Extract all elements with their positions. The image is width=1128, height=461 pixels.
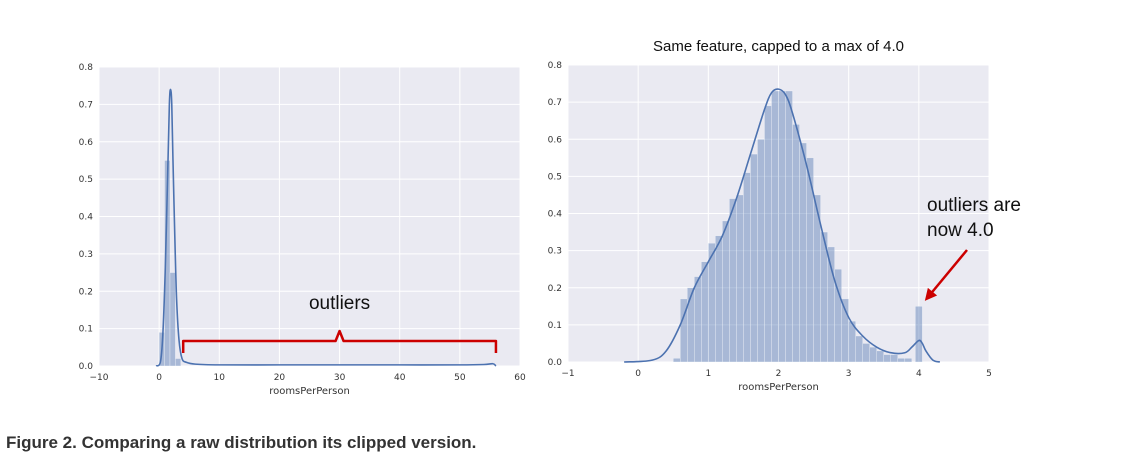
outliers-brace [181, 329, 498, 353]
y-tick-label: 0.0 [548, 358, 563, 368]
histogram-bar [876, 350, 885, 363]
histogram-bar [915, 306, 923, 363]
histogram-bar [687, 287, 695, 363]
histogram-bar [764, 105, 772, 363]
x-tick-label: 3 [846, 369, 852, 379]
y-tick-label: 0.4 [548, 210, 563, 220]
y-tick-label: 0.3 [548, 247, 562, 257]
x-tick-label: 4 [916, 369, 922, 379]
capped-distribution-chart: −1 0 1 2 3 4 5 0.0 0.1 0.2 0.3 0.4 0.5 0.6 0.7 0.8 rooms… [548, 38, 1021, 393]
x-tick-label: 40 [394, 373, 406, 383]
outliers-annotation-line: outliers are [927, 195, 1021, 216]
outliers-annotation-line: now 4.0 [927, 220, 994, 241]
histogram-bar [673, 358, 681, 363]
y-tick-label: 0.2 [79, 287, 93, 297]
y-tick-label: 0.4 [79, 213, 94, 223]
x-tick-label: 0 [156, 373, 162, 383]
annotation-arrow-shaft [928, 249, 968, 296]
histogram-bar [757, 139, 765, 363]
histogram-bar [904, 358, 913, 363]
x-tick-label: −1 [561, 369, 574, 379]
histogram-bar [694, 276, 702, 363]
x-tick-label: 50 [454, 373, 466, 383]
raw-distribution-chart: −10 0 10 20 30 40 50 60 0.0 0.1 0.2 0.3 0.4 0.5 0.6 0.7… [79, 63, 526, 397]
chart-title: Same feature, capped to a max of 4.0 [653, 38, 904, 55]
y-tick-label: 0.5 [79, 175, 93, 185]
histogram-bar [771, 90, 779, 363]
y-tick-label: 0.7 [548, 98, 562, 108]
outliers-annotation: outliers [309, 293, 370, 314]
y-tick-label: 0.6 [548, 135, 563, 145]
y-tick-label: 0.1 [79, 325, 93, 335]
annotation-arrow-head [924, 287, 938, 301]
y-tick-label: 0.7 [79, 100, 93, 110]
x-tick-label: 0 [635, 369, 641, 379]
histogram-bar [827, 246, 835, 363]
y-tick-label: 0.3 [79, 250, 93, 260]
x-axis-label: roomsPerPerson [738, 382, 819, 393]
histogram-bar [729, 198, 737, 363]
histogram-bar [862, 343, 870, 363]
histogram-bar [778, 90, 786, 363]
y-tick-label: 0.8 [548, 61, 563, 71]
y-tick-label: 0.1 [548, 321, 562, 331]
histogram-bar [743, 172, 751, 363]
histogram-bar [897, 358, 906, 363]
figure-caption: Figure 2. Comparing a raw distribution i… [6, 433, 477, 452]
x-tick-label: 30 [334, 373, 346, 383]
x-tick-label: 60 [514, 373, 526, 383]
histogram-bar [169, 272, 176, 367]
histogram-bar [799, 142, 807, 363]
y-tick-label: 0.0 [79, 362, 94, 372]
x-tick-label: 20 [274, 373, 286, 383]
histogram-bar [701, 261, 709, 363]
x-tick-label: 1 [705, 369, 711, 379]
x-tick-label: 10 [214, 373, 226, 383]
histogram-bar [175, 358, 182, 367]
y-tick-label: 0.5 [548, 172, 562, 182]
histogram-bar [855, 335, 863, 363]
x-axis-label: roomsPerPerson [269, 386, 350, 397]
histogram-bar [750, 153, 758, 363]
kde-line [624, 88, 941, 363]
x-tick-label: 2 [776, 369, 782, 379]
histogram-bar [890, 354, 899, 363]
histogram-bar [883, 354, 892, 363]
x-tick-label: 5 [986, 369, 992, 379]
histogram-bar [722, 220, 730, 363]
histogram-bar [792, 124, 800, 363]
histogram-bar [715, 235, 723, 363]
kde-line [155, 88, 497, 367]
y-tick-label: 0.6 [79, 138, 94, 148]
y-tick-label: 0.2 [548, 284, 562, 294]
histogram-bar [736, 194, 744, 363]
histogram-bar [785, 90, 793, 363]
histogram-bar [869, 346, 877, 363]
y-tick-label: 0.8 [79, 63, 94, 73]
x-tick-label: −10 [90, 373, 109, 383]
